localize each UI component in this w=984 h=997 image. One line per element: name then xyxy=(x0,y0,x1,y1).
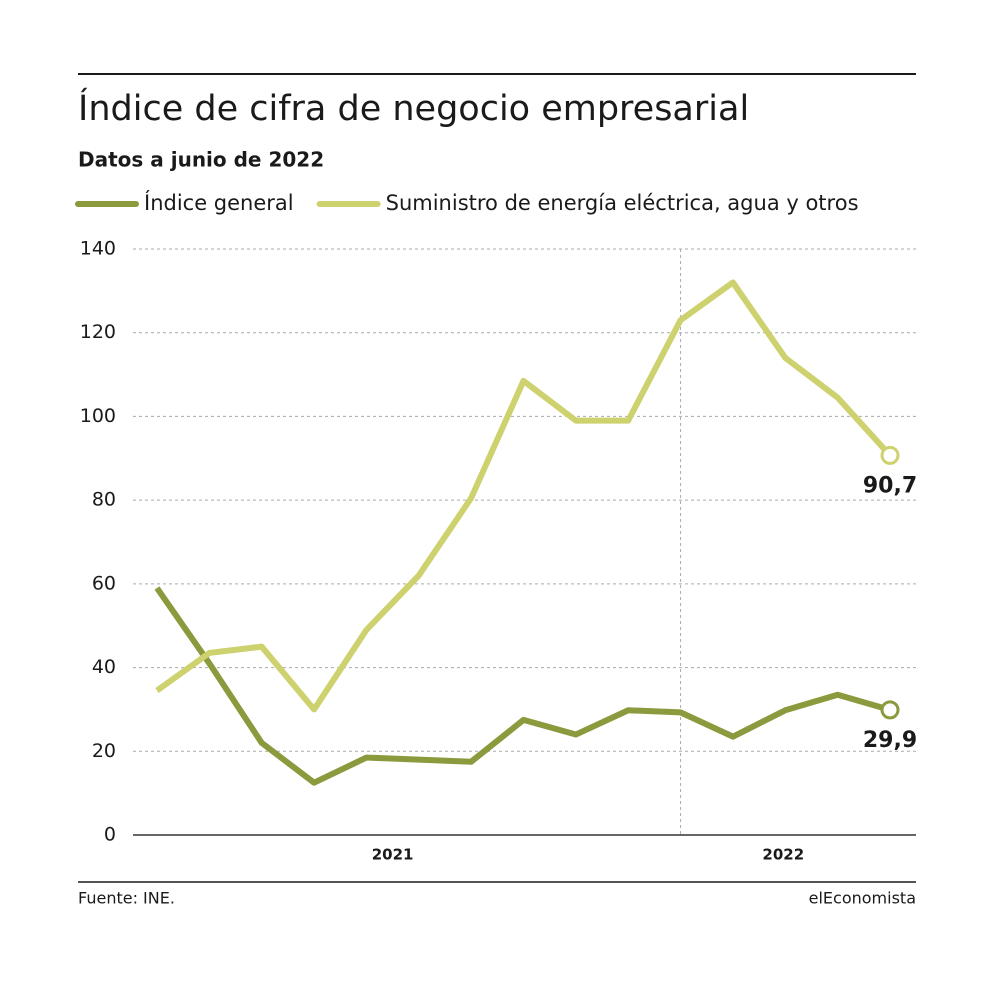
value-label: 29,9 xyxy=(863,728,917,753)
series-line xyxy=(155,279,893,713)
legend-label: Suministro de energía eléctrica, agua y … xyxy=(386,191,859,215)
end-marker xyxy=(880,445,900,465)
y-tick-label: 80 xyxy=(92,489,116,511)
end-marker xyxy=(880,700,900,720)
y-tick-label: 60 xyxy=(92,572,116,594)
chart-subtitle: Datos a junio de 2022 xyxy=(78,148,324,172)
y-tick-label: 0 xyxy=(104,824,116,846)
x-tick-label: 2021 xyxy=(372,846,414,864)
source: Fuente: INE. xyxy=(78,889,175,908)
chart-title: Índice de cifra de negocio empresarial xyxy=(78,87,749,129)
y-tick-label: 140 xyxy=(80,238,116,260)
x-tick-label: 2022 xyxy=(762,846,804,864)
value-label: 90,7 xyxy=(863,473,917,498)
legend-label: Índice general xyxy=(144,190,294,215)
y-tick-label: 100 xyxy=(80,405,116,427)
y-tick-label: 40 xyxy=(92,656,116,678)
y-tick-label: 20 xyxy=(92,740,116,762)
y-tick-label: 120 xyxy=(80,321,116,343)
series-line xyxy=(154,586,891,786)
brand: elEconomista xyxy=(809,889,916,908)
